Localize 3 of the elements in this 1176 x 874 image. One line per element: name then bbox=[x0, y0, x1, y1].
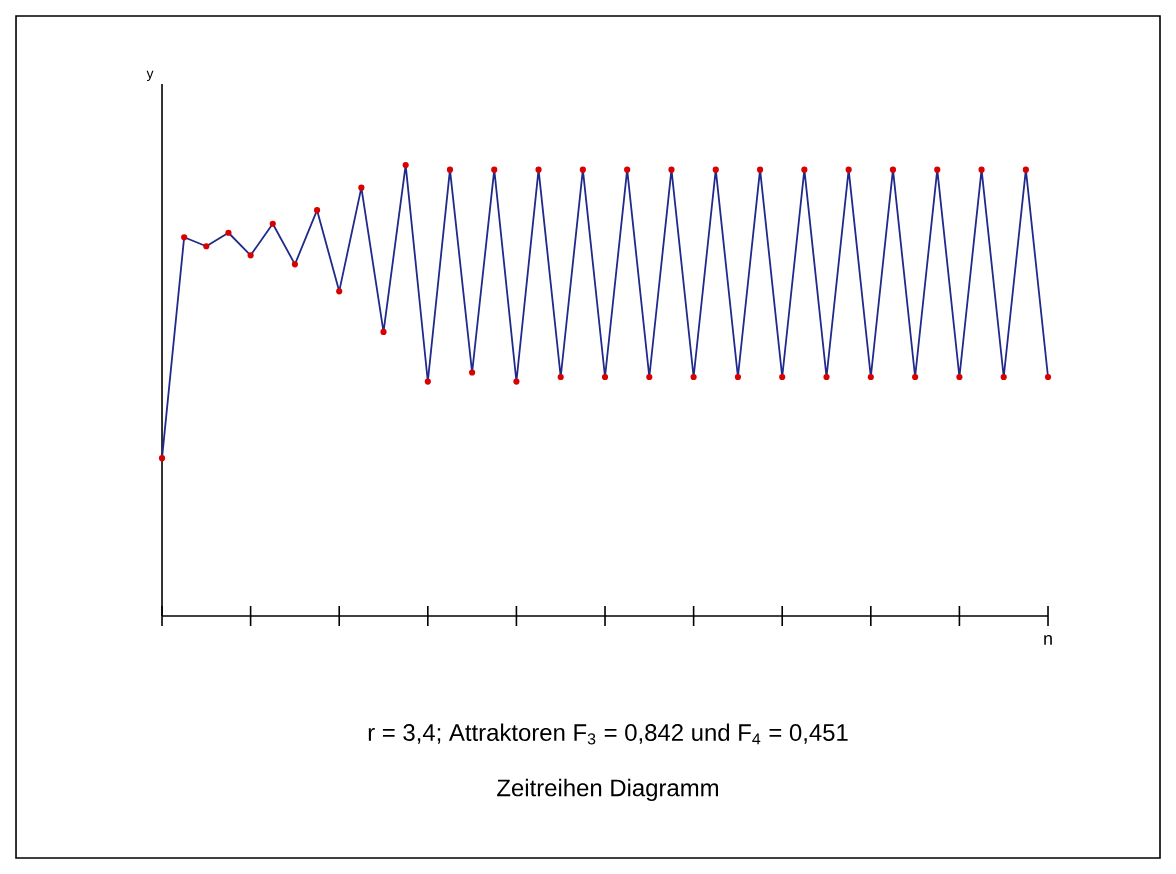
text: r = 3,4; Attraktoren F$_{3}$ = 0,842 und F$_{4}$ = 0,451 bbox=[368, 723, 848, 745]
text: Zeitreihen Diagramm bbox=[497, 778, 718, 802]
x-axis-title: n bbox=[1044, 635, 1052, 645]
